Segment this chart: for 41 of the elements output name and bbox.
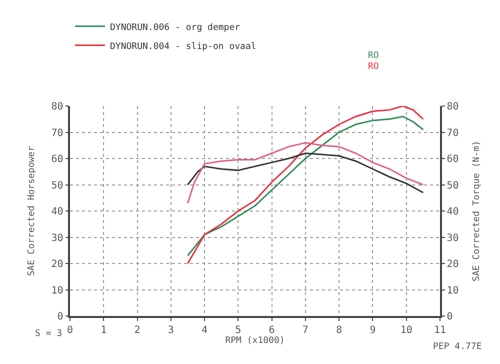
x-tick-label: 4 — [202, 324, 208, 336]
y-tick-label: 50 — [51, 180, 64, 192]
x-axis-title: RPM (x1000) — [225, 336, 285, 346]
y-tick-label: 80 — [51, 102, 64, 112]
x-tick-label: 6 — [268, 324, 275, 336]
text: PEP 4.77E — [433, 342, 482, 352]
y2-tick-label: 30 — [446, 232, 459, 244]
x-tick-label: 1 — [100, 324, 107, 336]
text: RO — [368, 62, 379, 72]
y-axis-title: SAE Corrected Horsepower — [27, 145, 38, 276]
y2-tick-label: 20 — [446, 259, 459, 270]
y2-tick-label: 50 — [446, 180, 459, 192]
y-tick-label: 0 — [57, 312, 64, 322]
text: RO — [368, 51, 379, 61]
y2-axis-title: SAE Corrected Torque (N-m) — [472, 140, 482, 282]
x-tick-label: 0 — [66, 324, 74, 336]
y2-tick-label: 0 — [446, 312, 453, 322]
line-series — [186, 142, 424, 204]
y-tick-label: 30 — [51, 232, 64, 244]
y-tick-label: 70 — [51, 128, 64, 139]
y-tick-label: 60 — [51, 154, 64, 165]
x-tick-label: 2 — [134, 324, 140, 336]
x-tick-label: 8 — [336, 324, 342, 336]
x-tick-label: 9 — [370, 324, 376, 336]
x-tick-label: 7 — [302, 324, 308, 336]
y2-tick-label: 40 — [446, 206, 459, 218]
y2-tick-label: 60 — [446, 154, 459, 165]
legend-label: DYNORUN.006 - org demper — [110, 22, 241, 33]
y2-tick-label: 80 — [446, 102, 459, 112]
text: S = 3 — [35, 329, 62, 339]
y-tick-label: 10 — [51, 285, 64, 296]
x-tick-label: 5 — [235, 324, 242, 336]
x-tick-label: 3 — [168, 324, 174, 336]
y-tick-label: 40 — [51, 206, 64, 218]
y-tick-label: 20 — [51, 259, 64, 270]
line-series — [186, 152, 424, 194]
y2-tick-label: 70 — [446, 128, 459, 139]
x-tick-label: 11 — [434, 324, 446, 336]
x-tick-label: 10 — [400, 324, 412, 336]
y2-tick-label: 10 — [446, 285, 459, 296]
legend-label: DYNORUN.004 - slip-on ovaal — [110, 42, 256, 52]
